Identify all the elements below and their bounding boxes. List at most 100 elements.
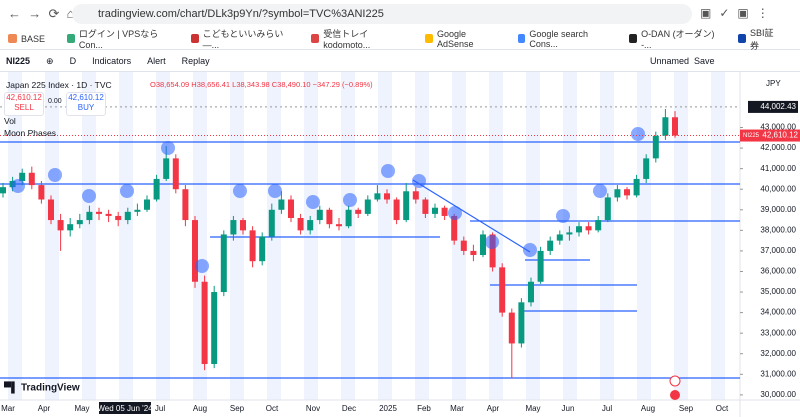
candle-body — [518, 302, 525, 344]
candle-body — [57, 220, 64, 231]
symbol-tag — [740, 129, 762, 142]
y-tick-label: 42,000.00 — [760, 143, 796, 152]
candle-body — [422, 199, 429, 214]
bookmark[interactable]: O-DAN (オーダン) -... — [629, 27, 716, 50]
session-band — [637, 72, 651, 400]
candle-body — [480, 234, 486, 256]
indicator-icon — [669, 375, 681, 387]
candle-body — [0, 187, 6, 194]
candle-body — [508, 312, 515, 344]
y-tick-label: 35,000.00 — [760, 287, 796, 296]
vol: Vol — [4, 116, 16, 126]
indicator-icon — [670, 390, 680, 400]
indicators[interactable]: Indicators — [92, 56, 132, 66]
candle-body — [393, 199, 400, 221]
add[interactable]: ⊕ — [46, 55, 54, 66]
candle-body — [76, 220, 83, 225]
buy-button[interactable]: 42,610.12 BUY — [66, 92, 106, 116]
last-price-tag — [762, 129, 800, 142]
circle-marker — [48, 168, 62, 182]
bookmark[interactable]: 受信トレイkodomoto... — [311, 27, 403, 50]
bookmark[interactable]: ログイン | VPSならCon... — [67, 27, 169, 50]
candle-body — [172, 158, 179, 190]
y-tick-label: 43,000.00 — [760, 123, 796, 132]
save[interactable]: Save — [694, 56, 715, 66]
buy-label: BUY — [77, 103, 95, 112]
y-tick-label: 33,000.00 — [760, 328, 796, 337]
candle-body — [182, 189, 189, 221]
bookmark[interactable]: こどもといいみらい —... — [190, 27, 290, 50]
candle-body — [662, 117, 669, 136]
session-band — [600, 72, 614, 400]
alert[interactable]: Alert — [147, 56, 166, 66]
last-price-label: 42,610.12 — [762, 131, 798, 140]
x-tick-label: Jul — [155, 404, 165, 413]
extensions[interactable]: ▣✓▣⋮ — [700, 6, 777, 20]
y-tick-label: 32,000.00 — [760, 349, 796, 358]
address-bar[interactable]: tradingview.com/chart/DLk3p9Yn/?symbol=T… — [72, 4, 692, 24]
candle-body — [201, 281, 208, 365]
time-highlight — [99, 402, 151, 414]
candle-body — [249, 230, 256, 262]
interval[interactable]: D — [69, 56, 77, 66]
candle-body — [403, 191, 410, 221]
bookmark[interactable]: Google AdSense — [425, 29, 495, 49]
x-tick-label: Mar — [1, 404, 15, 413]
candle-body — [624, 189, 630, 196]
bookmark[interactable]: SBI証券 — [738, 26, 778, 52]
candle-body — [163, 158, 170, 179]
circle-marker — [11, 179, 25, 193]
candle-body — [211, 292, 218, 365]
bookmark-label: 受信トレイkodomoto... — [323, 29, 371, 50]
crosshair-label: 44,002.43 — [760, 102, 796, 111]
bookmark[interactable]: BASE — [8, 34, 45, 44]
circle-marker — [306, 195, 320, 209]
x-tick-label: Apr — [38, 404, 51, 413]
candle-body — [67, 224, 74, 231]
bookmark[interactable]: Google search Cons... — [517, 29, 608, 49]
bookmarks-bar: BASE ログイン | VPSならCon... こどもといいみらい —... 受信トレ… — [0, 26, 800, 52]
candle-body — [614, 189, 621, 198]
bookmark-icon — [67, 34, 75, 43]
candle-body — [528, 281, 534, 303]
candle-body — [105, 213, 112, 216]
browser-tabbar: ← → ⟳ ⌂ tradingview.com/chart/DLk3p9Yn/?… — [0, 0, 800, 28]
session-band — [674, 72, 688, 400]
y-tick-label: 34,000.00 — [760, 308, 796, 317]
candle-body — [288, 199, 294, 219]
y-tick-label: 30,000.00 — [760, 390, 796, 399]
x-tick-label: Sep — [679, 404, 694, 413]
candle-body — [499, 267, 506, 313]
candle-body — [441, 207, 448, 216]
candle-body — [672, 117, 678, 136]
circle-marker — [593, 184, 607, 198]
sell-button[interactable]: 42,610.12 SELL — [4, 92, 44, 116]
candle-body — [547, 240, 554, 251]
replay[interactable]: Replay — [181, 56, 210, 66]
layout-name[interactable]: Unnamed — [650, 56, 690, 66]
symbol[interactable]: NI225 — [6, 56, 31, 66]
candle-body — [451, 215, 458, 241]
sell-price: 42,610.12 — [6, 93, 42, 102]
candle-body — [153, 178, 160, 200]
candle-body — [115, 215, 122, 221]
candle-body — [48, 199, 54, 221]
crosshair-tag — [748, 100, 798, 113]
x-tick-label: Dec — [342, 404, 356, 413]
candle-body — [633, 178, 640, 196]
candle-body — [144, 199, 150, 210]
nav-buttons[interactable]: ← → ⟳ ⌂ — [8, 6, 75, 21]
sell-label: SELL — [14, 103, 34, 112]
circle-marker — [343, 193, 357, 207]
circle-marker — [485, 235, 499, 249]
x-tick-label: Aug — [641, 404, 655, 413]
candle-body — [556, 234, 563, 241]
candle-body — [643, 158, 650, 179]
y-tick-label: 37,000.00 — [760, 246, 796, 255]
candle-body — [585, 226, 592, 231]
x-tick-label: Jun — [562, 404, 575, 413]
bookmark-icon — [738, 34, 746, 43]
candle-body — [412, 191, 419, 200]
candle-body — [489, 234, 496, 268]
candle-body — [96, 211, 102, 214]
